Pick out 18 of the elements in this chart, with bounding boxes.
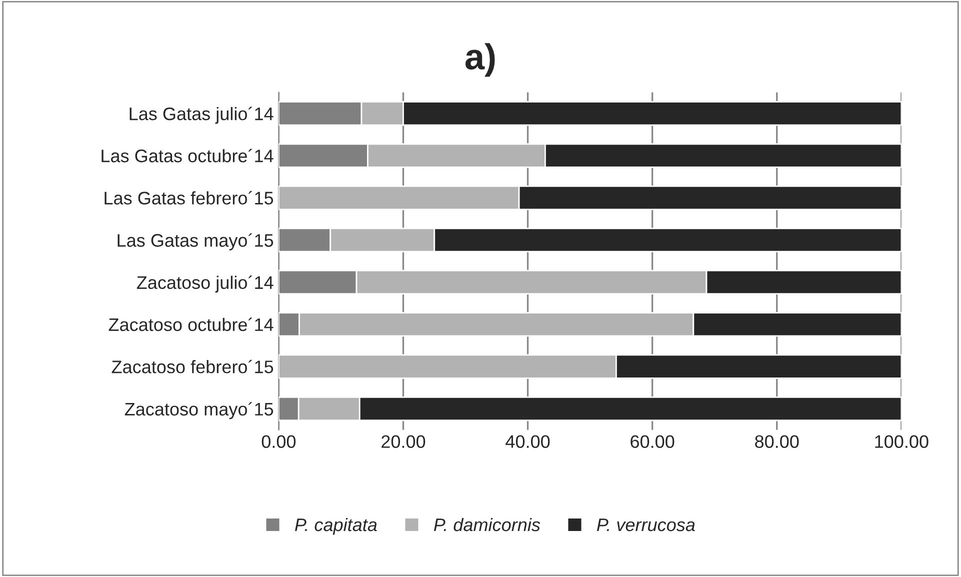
legend-label: P. damicornis <box>434 518 540 532</box>
y-tick-label: Las Gatas febrero´15 <box>104 191 274 205</box>
x-tick-label: 0.00 <box>262 435 296 448</box>
y-tick-label: Las Gatas octubre´14 <box>102 148 274 162</box>
chart-title: a) <box>466 43 495 77</box>
x-tick-label: 100.00 <box>875 435 928 448</box>
y-tick-label: Las Gatas mayo´15 <box>118 233 274 250</box>
x-tick-label: 60.00 <box>630 435 674 448</box>
legend-label: P. capitata <box>295 518 377 535</box>
x-tick-label: 20.00 <box>382 435 426 448</box>
y-tick-label: Zacatoso julio´14 <box>136 276 274 293</box>
legend-label: P. verrucosa <box>596 518 695 532</box>
x-tick-label: 80.00 <box>755 435 799 448</box>
y-tick-label: Zacatoso febrero´15 <box>112 360 274 374</box>
y-tick-label: Zacatoso mayo´15 <box>124 402 274 420</box>
x-tick-label: 40.00 <box>506 435 550 448</box>
y-tick-label: Las Gatas julio´14 <box>130 106 274 124</box>
y-tick-label: Zacatoso octubre´14 <box>108 318 274 332</box>
